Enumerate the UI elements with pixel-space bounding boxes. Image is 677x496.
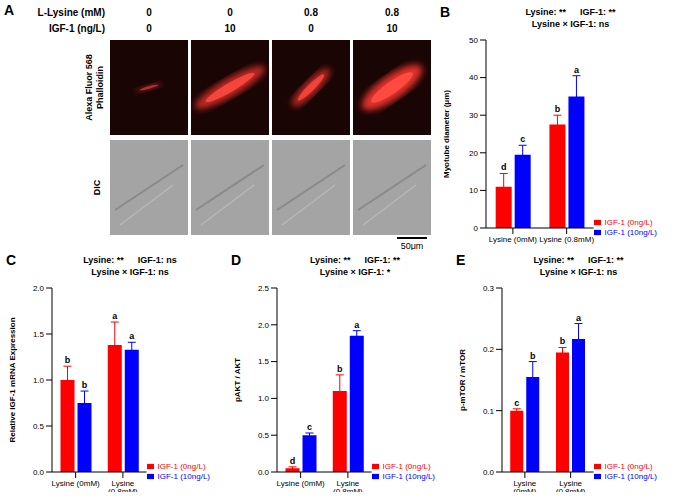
svg-text:b: b: [560, 336, 566, 346]
svg-text:a: a: [112, 311, 118, 321]
svg-text:0: 0: [474, 224, 479, 233]
svg-text:2.0: 2.0: [33, 284, 45, 293]
svg-text:a: a: [574, 65, 580, 75]
svg-text:d: d: [290, 456, 296, 466]
html-text:IGF-1 (10ng/L): IGF-1 (10ng/L): [382, 472, 435, 481]
svg-text:b: b: [337, 364, 343, 374]
svg-text:a: a: [576, 313, 582, 323]
svg-text:b: b: [82, 380, 88, 390]
svg-text:a: a: [354, 320, 360, 330]
html-text:IGF-1 (10ng/L): IGF-1 (10ng/L): [604, 472, 657, 481]
svg-text:A: A: [4, 2, 14, 18]
svg-text:10: 10: [224, 23, 236, 34]
svg-text:d: d: [501, 162, 507, 172]
svg-text:2.0: 2.0: [258, 321, 270, 330]
svg-text:0.5: 0.5: [33, 422, 45, 431]
svg-text:1.0: 1.0: [258, 394, 270, 403]
svg-text:0.8: 0.8: [385, 7, 399, 18]
svg-text:Lysine (0mM): Lysine (0mM): [277, 479, 325, 488]
html-text:IGF-1 (0ng/L): IGF-1 (0ng/L): [382, 462, 431, 471]
svg-text:b: b: [65, 355, 71, 365]
svg-text:0.0: 0.0: [258, 468, 270, 477]
svg-text:0.0: 0.0: [483, 468, 495, 477]
svg-text:c: c: [307, 422, 312, 432]
svg-text:0.2: 0.2: [483, 345, 495, 354]
svg-text:10: 10: [469, 186, 478, 195]
svg-text:Lysine(0.8mM): Lysine(0.8mM): [108, 479, 138, 492]
html-text:IGF-1 (0ng/L): IGF-1 (0ng/L): [157, 462, 206, 471]
svg-text:0.8: 0.8: [304, 7, 318, 18]
svg-text:b: b: [530, 351, 536, 361]
html-text:IGF-1: **: IGF-1: **: [364, 255, 401, 265]
svg-text:Lysine (0mM): Lysine (0mM): [489, 235, 537, 244]
html-text:Lysine: **: Lysine: **: [83, 255, 124, 265]
html-text:D: D: [231, 252, 242, 268]
svg-text:c: c: [520, 134, 525, 144]
svg-text:Lysine (0mM): Lysine (0mM): [52, 479, 100, 488]
svg-text:0.3: 0.3: [483, 284, 495, 293]
html-text:Lysine × IGF-1: *: Lysine × IGF-1: *: [319, 267, 391, 277]
html-text:IGF-1 (10ng/L): IGF-1 (10ng/L): [604, 228, 657, 237]
html-text:Lysine × IGF-1: ns: Lysine × IGF-1: ns: [539, 267, 618, 277]
svg-text:DIC: DIC: [92, 179, 102, 195]
html-text:Lysine × IGF-1: ns: Lysine × IGF-1: ns: [91, 267, 169, 277]
svg-text:c: c: [514, 398, 519, 408]
svg-text:50: 50: [469, 36, 478, 45]
svg-text:p-mTOR / mTOR: p-mTOR / mTOR: [458, 349, 467, 411]
svg-text:a: a: [129, 331, 135, 341]
html-text:E: E: [456, 252, 466, 268]
svg-text:b: b: [555, 104, 561, 114]
svg-text:1.5: 1.5: [258, 357, 270, 366]
svg-text:Alexa Fluor 568: Alexa Fluor 568: [84, 54, 94, 121]
svg-text:1.0: 1.0: [33, 376, 45, 385]
svg-text:50μm: 50μm: [401, 241, 424, 250]
svg-text:0: 0: [308, 23, 314, 34]
svg-text:20: 20: [469, 149, 478, 158]
html-text:C: C: [6, 252, 17, 268]
html-text:IGF-1 (0ng/L): IGF-1 (0ng/L): [604, 462, 653, 471]
html-text:Lysine × IGF-1: ns: Lysine × IGF-1: ns: [531, 19, 610, 29]
svg-text:2.5: 2.5: [258, 284, 270, 293]
svg-text:10: 10: [386, 23, 398, 34]
svg-text:0: 0: [146, 7, 152, 18]
svg-text:0: 0: [146, 23, 152, 34]
svg-text:Relative IGF-1 mRNA Expression: Relative IGF-1 mRNA Expression: [8, 317, 17, 442]
svg-text:0: 0: [227, 7, 233, 18]
svg-text:30: 30: [469, 111, 478, 120]
html-text:IGF-1: **: IGF-1: **: [580, 7, 616, 17]
svg-text:Lysine(0.8mM): Lysine(0.8mM): [333, 479, 363, 492]
svg-text:IGF-1 (ng/L): IGF-1 (ng/L): [49, 23, 105, 34]
svg-text:Lysine (0.8mM): Lysine (0.8mM): [539, 235, 594, 244]
svg-text:L-Lysine (mM): L-Lysine (mM): [38, 7, 105, 18]
html-text:IGF-1 (0ng/L): IGF-1 (0ng/L): [604, 218, 653, 227]
html-text:B: B: [440, 4, 451, 20]
svg-text:Lysine(0mM): Lysine(0mM): [513, 479, 537, 492]
svg-text:0.5: 0.5: [258, 431, 270, 440]
svg-text:pAKT / AKT: pAKT / AKT: [233, 358, 242, 402]
svg-text:1.5: 1.5: [33, 330, 45, 339]
svg-text:Myotube diameter (μm): Myotube diameter (μm): [442, 90, 451, 178]
html-text:IGF-1 (10ng/L): IGF-1 (10ng/L): [157, 472, 210, 481]
html-text:IGF-1: **: IGF-1: **: [588, 255, 624, 265]
html-text:Lysine: **: Lysine: **: [309, 255, 351, 265]
svg-text:0.0: 0.0: [33, 468, 45, 477]
svg-text:Phalloidin: Phalloidin: [95, 66, 105, 109]
html-text:Lysine: **: Lysine: **: [525, 7, 567, 17]
html-text:IGF-1: ns: IGF-1: ns: [137, 255, 177, 265]
svg-text:40: 40: [469, 73, 478, 82]
html-text:Lysine: **: Lysine: **: [533, 255, 575, 265]
svg-text:Lysine(0.8mM): Lysine(0.8mM): [556, 479, 586, 492]
svg-text:0.1: 0.1: [483, 407, 495, 416]
